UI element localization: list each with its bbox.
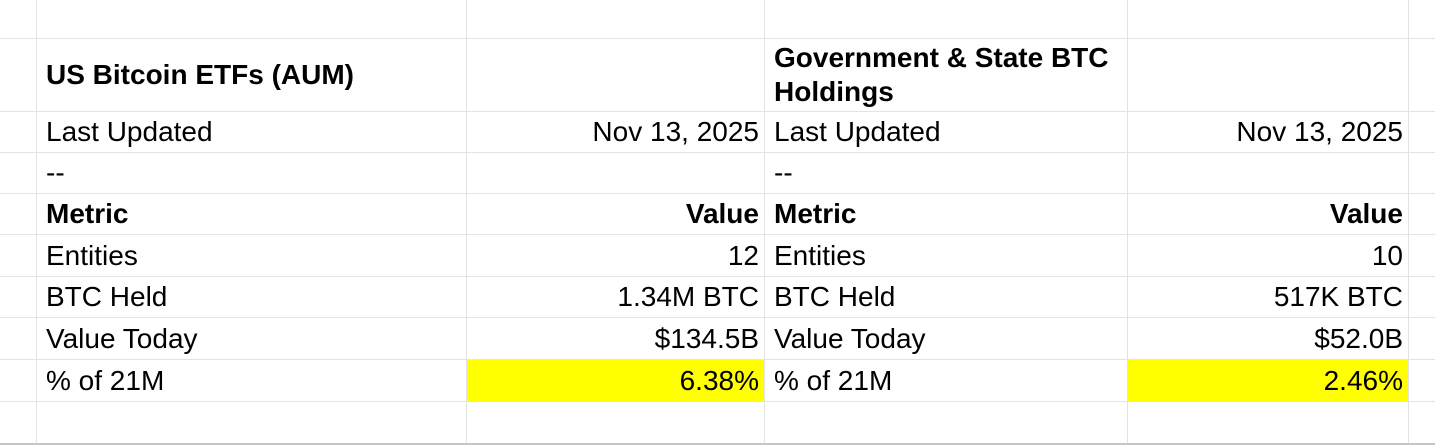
empty-cell-b1[interactable]	[37, 0, 467, 39]
empty-cell-a10[interactable]	[0, 402, 37, 443]
empty-cell-a8[interactable]	[0, 318, 37, 360]
right-value-today-label[interactable]: Value Today	[765, 318, 1128, 360]
left-btc-held-value[interactable]: 1.34M BTC	[467, 277, 765, 318]
left-value-header[interactable]: Value	[467, 194, 765, 235]
left-entities-label[interactable]: Entities	[37, 235, 467, 277]
left-last-updated-label[interactable]: Last Updated	[37, 112, 467, 153]
right-pct-21m-value-highlighted[interactable]: 2.46%	[1128, 360, 1409, 402]
left-metric-header[interactable]: Metric	[37, 194, 467, 235]
empty-cell-f9[interactable]	[1409, 360, 1435, 402]
empty-cell-f5[interactable]	[1409, 194, 1435, 235]
empty-cell-f2[interactable]	[1409, 39, 1435, 112]
empty-cell-e4[interactable]	[1128, 153, 1409, 194]
empty-cell-e10[interactable]	[1128, 402, 1409, 443]
right-value-header[interactable]: Value	[1128, 194, 1409, 235]
left-pct-21m-value-highlighted[interactable]: 6.38%	[467, 360, 765, 402]
empty-cell-d10[interactable]	[765, 402, 1128, 443]
empty-cell-f4[interactable]	[1409, 153, 1435, 194]
right-pct-21m-label[interactable]: % of 21M	[765, 360, 1128, 402]
empty-cell-a5[interactable]	[0, 194, 37, 235]
left-value-today-label[interactable]: Value Today	[37, 318, 467, 360]
right-entities-value[interactable]: 10	[1128, 235, 1409, 277]
left-last-updated-value[interactable]: Nov 13, 2025	[467, 112, 765, 153]
empty-cell-b10[interactable]	[37, 402, 467, 443]
empty-cell-f6[interactable]	[1409, 235, 1435, 277]
empty-cell-a1[interactable]	[0, 0, 37, 39]
empty-cell-f3[interactable]	[1409, 112, 1435, 153]
right-btc-held-label[interactable]: BTC Held	[765, 277, 1128, 318]
left-separator-cell[interactable]: --	[37, 153, 467, 194]
right-btc-held-value[interactable]: 517K BTC	[1128, 277, 1409, 318]
empty-cell-f8[interactable]	[1409, 318, 1435, 360]
empty-cell-c10[interactable]	[467, 402, 765, 443]
empty-cell-a7[interactable]	[0, 277, 37, 318]
left-table-title[interactable]: US Bitcoin ETFs (AUM)	[37, 39, 467, 112]
right-table-title[interactable]: Government & State BTC Holdings	[765, 39, 1128, 112]
right-last-updated-value[interactable]: Nov 13, 2025	[1128, 112, 1409, 153]
empty-cell-f7[interactable]	[1409, 277, 1435, 318]
sheet-bottom-edge	[0, 443, 1435, 447]
left-btc-held-label[interactable]: BTC Held	[37, 277, 467, 318]
empty-cell-f10[interactable]	[1409, 402, 1435, 443]
empty-cell-a4[interactable]	[0, 153, 37, 194]
empty-cell-c1[interactable]	[467, 0, 765, 39]
empty-cell-a3[interactable]	[0, 112, 37, 153]
left-entities-value[interactable]: 12	[467, 235, 765, 277]
right-last-updated-label[interactable]: Last Updated	[765, 112, 1128, 153]
empty-cell-a2[interactable]	[0, 39, 37, 112]
right-value-today-value[interactable]: $52.0B	[1128, 318, 1409, 360]
empty-cell-a9[interactable]	[0, 360, 37, 402]
left-pct-21m-label[interactable]: % of 21M	[37, 360, 467, 402]
empty-cell-c2[interactable]	[467, 39, 765, 112]
right-separator-cell[interactable]: --	[765, 153, 1128, 194]
empty-cell-e1[interactable]	[1128, 0, 1409, 39]
empty-cell-d1[interactable]	[765, 0, 1128, 39]
empty-cell-a6[interactable]	[0, 235, 37, 277]
right-entities-label[interactable]: Entities	[765, 235, 1128, 277]
left-value-today-value[interactable]: $134.5B	[467, 318, 765, 360]
empty-cell-e2[interactable]	[1128, 39, 1409, 112]
right-metric-header[interactable]: Metric	[765, 194, 1128, 235]
empty-cell-c4[interactable]	[467, 153, 765, 194]
empty-cell-f1[interactable]	[1409, 0, 1435, 39]
